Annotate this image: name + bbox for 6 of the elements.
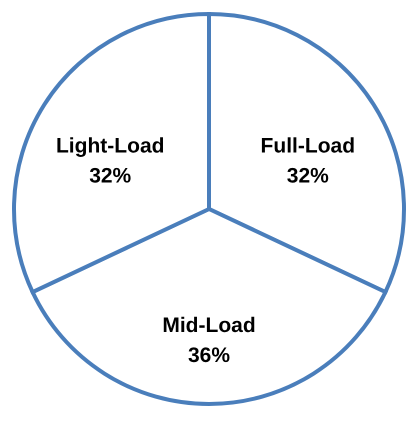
data-label: 36% [188, 344, 230, 367]
data-label: 32% [89, 164, 132, 188]
slice-label: Light-Load [56, 134, 164, 158]
data-label: 32% [286, 164, 330, 188]
slice-label: Full-Load [260, 134, 356, 158]
slice-label: Mid-Load [162, 314, 256, 337]
